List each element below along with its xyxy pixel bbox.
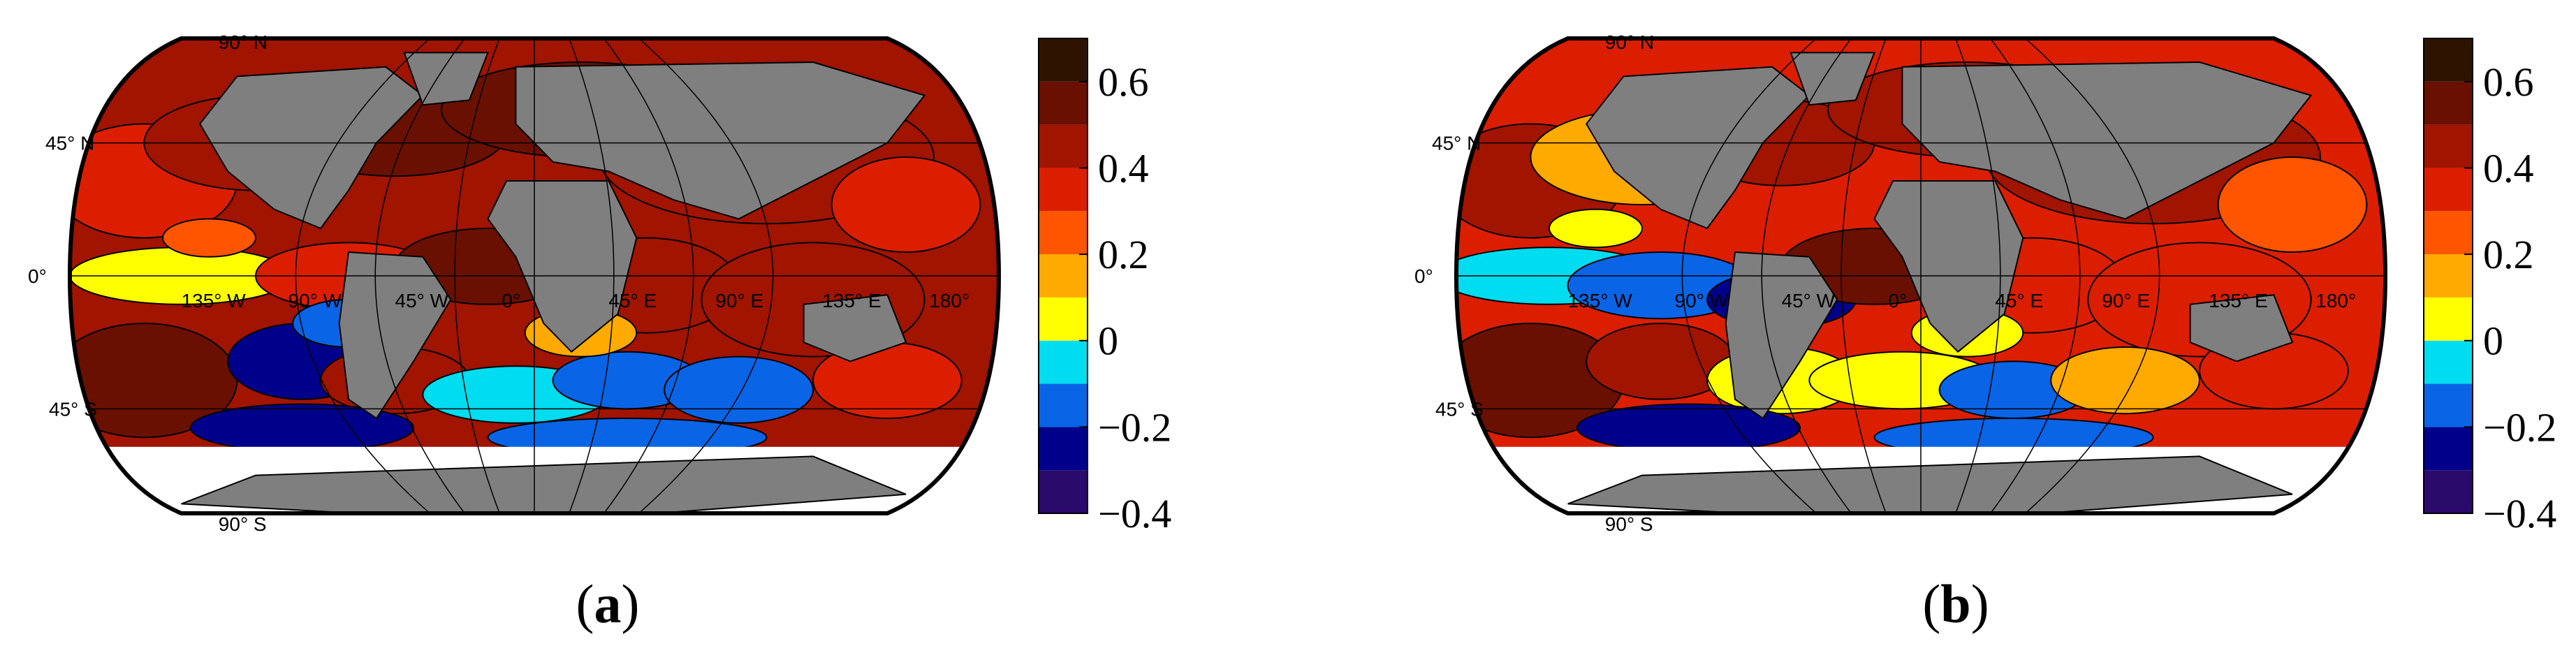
colorbar-swatch [1039,297,1088,341]
lon-label: 135° W [182,290,247,311]
lon-label: 90° E [2102,290,2150,311]
colorbar-swatch [1039,383,1088,427]
land-mass [2189,294,2294,362]
map-panel-b: 90° N 45° N 0° 45° S 90° S 135° W 90° W 45° W 0°… [1414,31,2556,536]
colorbar-swatch [1039,211,1088,255]
land-mass [1585,66,1810,230]
lat-label: 90° N [219,31,268,53]
colorbar-tick-label: 0.6 [2483,59,2534,105]
panel-label-a: (a) [576,573,640,634]
colorbar-swatch [2424,38,2473,82]
lon-label: 135° E [2209,290,2267,311]
colorbar-tick-label: −0.2 [1098,404,1171,450]
colorbar-tick-label: 0.4 [2483,145,2534,191]
land-mass [515,61,926,220]
lat-label: 45° S [49,398,97,420]
colorbar-swatch [2424,383,2473,427]
colorbar-tick-label: −0.4 [1098,491,1171,536]
colorbar-swatch [1039,340,1088,384]
anomaly-contour [664,355,814,424]
colorbar-swatch [1039,168,1088,212]
land-mass [1901,61,2313,220]
map-outline [67,36,1002,515]
colorbar-swatch [2424,297,2473,341]
map-field [1456,38,2385,513]
map-outline [1454,36,2388,515]
lon-label: 0° [1888,290,1907,311]
colorbar-swatch [1039,81,1088,125]
lat-label: 0° [28,265,47,287]
colorbar-swatch [2424,168,2473,212]
land-mass [181,455,907,513]
land-mass [403,52,489,106]
lon-label: 45° E [608,290,657,311]
anomaly-contour [2050,346,2201,415]
lat-label: 90° S [219,513,267,535]
colorbar-swatch [2424,211,2473,255]
colorbar-swatch [2424,81,2473,125]
lat-label: 45° S [1435,398,1484,420]
colorbar-swatch [2424,124,2473,168]
lon-label: 0° [502,290,520,311]
land-mass [1873,180,2024,353]
map-panel-a: 90° N 45° N 0° 45° S 90° S 135° W 90° W 45° W 0°… [28,31,1171,536]
anomaly-contour [2217,156,2368,253]
lon-label: 180° [2315,290,2356,311]
colorbar-swatch [2424,340,2473,384]
colorbar-swatch [2424,470,2473,513]
anomaly-contour [830,156,981,253]
lon-label: 90° E [715,290,763,311]
lat-label: 90° N [1605,31,1654,53]
anomaly-contour [162,218,256,258]
colorbar-tick-label: 0.4 [1098,145,1149,191]
land-mass [487,180,638,353]
lon-label: 90° W [1675,290,1729,311]
map-field [70,38,999,513]
lon-label: 90° W [288,290,342,311]
lon-label: 45° W [395,290,449,311]
colorbar-swatch [1039,124,1088,168]
land-mass [338,251,452,420]
colorbar-swatch [1039,254,1088,298]
colorbar-swatch [1039,470,1088,513]
lon-label: 45° W [1782,290,1836,311]
land-mass [1567,455,2293,513]
colorbar-tick-label: −0.4 [2483,491,2556,536]
colorbar-swatch [2424,427,2473,471]
panel-label-b: (b) [1922,573,1989,634]
colorbar-tick-label: −0.2 [2483,404,2556,450]
land-mass [198,66,424,230]
colorbar-swatch [1039,427,1088,471]
lon-label: 135° W [1568,290,1633,311]
lat-label: 45° N [45,133,94,154]
colorbar-tick-label: 0 [2483,318,2503,364]
lon-label: 180° [929,290,969,311]
lon-label: 135° E [822,290,881,311]
colorbar-swatch [2424,254,2473,298]
anomaly-contour [1549,208,1643,249]
colorbar-tick-label: 0.2 [2483,232,2534,277]
land-mass [1790,52,1875,106]
land-mass [1725,251,1838,420]
colorbar-tick-label: 0.6 [1098,59,1149,105]
colorbar-tick-label: 0 [1098,318,1118,364]
colorbar-tick-label: 0.2 [1098,232,1149,277]
lat-label: 45° N [1432,133,1481,154]
land-mass [803,294,907,362]
colorbar-swatch [1039,38,1088,82]
lat-label: 90° S [1605,513,1653,535]
lat-label: 0° [1414,265,1433,287]
lon-label: 45° E [1995,290,2043,311]
